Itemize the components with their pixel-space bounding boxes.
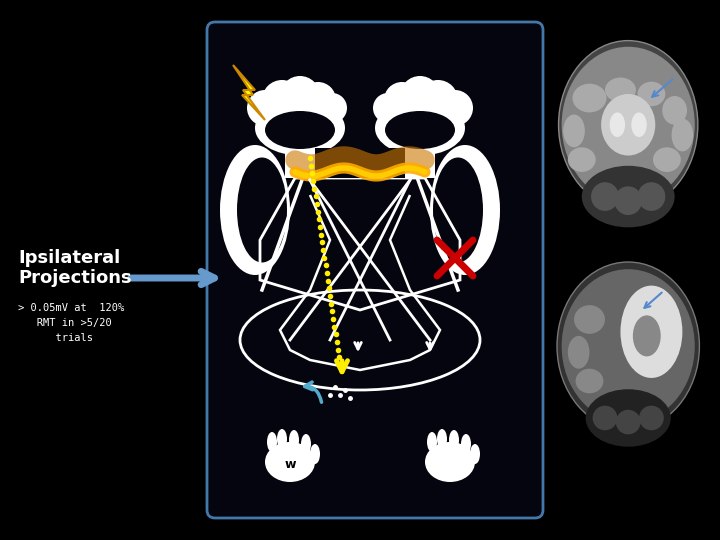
Ellipse shape — [425, 442, 475, 482]
Circle shape — [280, 76, 320, 116]
Ellipse shape — [433, 158, 483, 262]
Text: trials: trials — [18, 333, 93, 343]
Ellipse shape — [437, 429, 447, 449]
Text: > 0.05mV at  120%: > 0.05mV at 120% — [18, 303, 125, 313]
Ellipse shape — [637, 82, 665, 106]
Ellipse shape — [591, 182, 619, 211]
Ellipse shape — [265, 111, 335, 149]
Text: RMC: RMC — [299, 84, 321, 97]
Ellipse shape — [289, 430, 299, 450]
Ellipse shape — [375, 100, 465, 156]
Text: AIS-MCA: AIS-MCA — [611, 360, 659, 370]
Ellipse shape — [601, 94, 655, 156]
Ellipse shape — [605, 78, 636, 102]
Text: Projections: Projections — [18, 269, 132, 287]
Ellipse shape — [265, 442, 315, 482]
Ellipse shape — [427, 432, 437, 452]
Circle shape — [400, 76, 440, 116]
Ellipse shape — [585, 389, 671, 447]
Text: PVI: PVI — [625, 168, 645, 178]
Text: Ipsilateral: Ipsilateral — [18, 249, 120, 267]
Ellipse shape — [575, 369, 603, 393]
Ellipse shape — [277, 429, 287, 449]
Ellipse shape — [631, 112, 647, 137]
FancyBboxPatch shape — [207, 22, 543, 518]
Text: w: w — [284, 458, 296, 471]
Ellipse shape — [614, 186, 642, 215]
Ellipse shape — [562, 269, 695, 423]
Circle shape — [373, 93, 403, 123]
Ellipse shape — [621, 286, 683, 378]
Circle shape — [262, 80, 302, 120]
Circle shape — [384, 82, 420, 118]
Polygon shape — [233, 65, 265, 120]
Text: LMC: LMC — [404, 84, 426, 97]
Ellipse shape — [267, 432, 277, 452]
Ellipse shape — [557, 262, 699, 430]
Ellipse shape — [385, 111, 455, 149]
Ellipse shape — [568, 336, 590, 369]
Ellipse shape — [220, 145, 290, 275]
Ellipse shape — [572, 84, 606, 112]
Ellipse shape — [616, 410, 641, 434]
Ellipse shape — [610, 112, 625, 137]
Text: RMT in >5/20: RMT in >5/20 — [18, 318, 112, 328]
Ellipse shape — [430, 145, 500, 275]
Ellipse shape — [461, 434, 471, 454]
Ellipse shape — [662, 96, 687, 125]
Ellipse shape — [582, 166, 675, 227]
Ellipse shape — [310, 444, 320, 464]
Circle shape — [247, 90, 283, 126]
Ellipse shape — [563, 114, 585, 147]
Ellipse shape — [574, 305, 605, 334]
Ellipse shape — [562, 47, 695, 202]
Ellipse shape — [593, 406, 617, 430]
Circle shape — [317, 93, 347, 123]
Bar — [285, 148, 315, 178]
Ellipse shape — [653, 147, 681, 172]
Ellipse shape — [470, 444, 480, 464]
Ellipse shape — [301, 434, 311, 454]
Ellipse shape — [637, 182, 665, 211]
Circle shape — [300, 82, 336, 118]
Bar — [405, 148, 435, 178]
Circle shape — [418, 80, 458, 120]
Ellipse shape — [639, 406, 664, 430]
Ellipse shape — [672, 119, 693, 151]
Ellipse shape — [449, 430, 459, 450]
Ellipse shape — [568, 147, 595, 172]
Ellipse shape — [633, 315, 661, 356]
Ellipse shape — [237, 158, 287, 262]
Ellipse shape — [255, 100, 345, 156]
Bar — [315, 148, 405, 178]
Circle shape — [437, 90, 473, 126]
Ellipse shape — [559, 40, 698, 209]
